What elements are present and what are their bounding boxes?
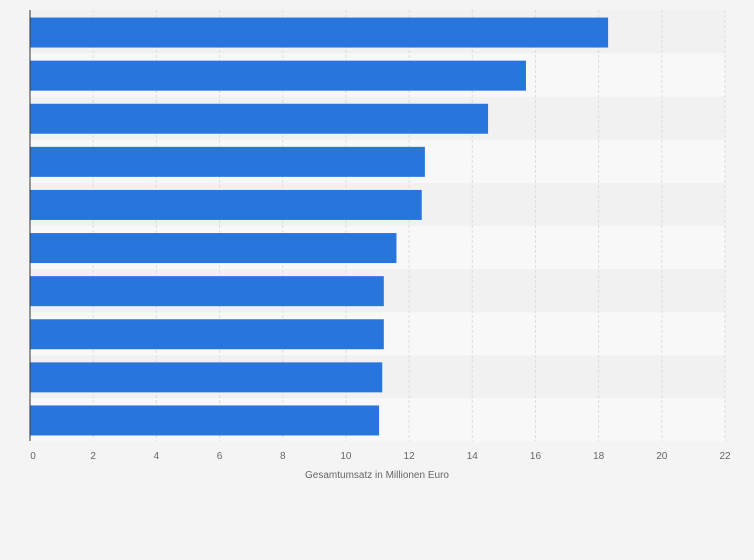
bar[interactable] [30,405,380,436]
x-tick-label: 14 [467,451,479,462]
x-tick-label: 0 [30,451,36,462]
x-tick-label: 2 [90,451,96,462]
bar[interactable] [30,189,422,220]
x-axis-title: Gesamtumsatz in Millionen Euro [305,470,449,481]
x-tick-label: 20 [656,451,668,462]
x-tick-label: 4 [154,451,160,462]
bar[interactable] [30,60,526,91]
x-tick-label: 8 [280,451,286,462]
bar[interactable] [30,146,425,177]
bar[interactable] [30,233,397,264]
x-tick-label: 18 [593,451,605,462]
bar[interactable] [30,17,609,48]
x-tick-label: 12 [404,451,416,462]
x-tick-label: 16 [530,451,542,462]
bar[interactable] [30,103,489,134]
bar[interactable] [30,319,384,350]
bar[interactable] [30,362,383,393]
bars [30,17,609,436]
x-tick-label: 10 [340,451,352,462]
bar[interactable] [30,276,384,307]
x-tick-labels: 0 2 4 6 8 10 12 14 16 18 20 22 [30,451,731,462]
x-tick-label: 6 [217,451,223,462]
x-tick-label: 22 [719,451,731,462]
